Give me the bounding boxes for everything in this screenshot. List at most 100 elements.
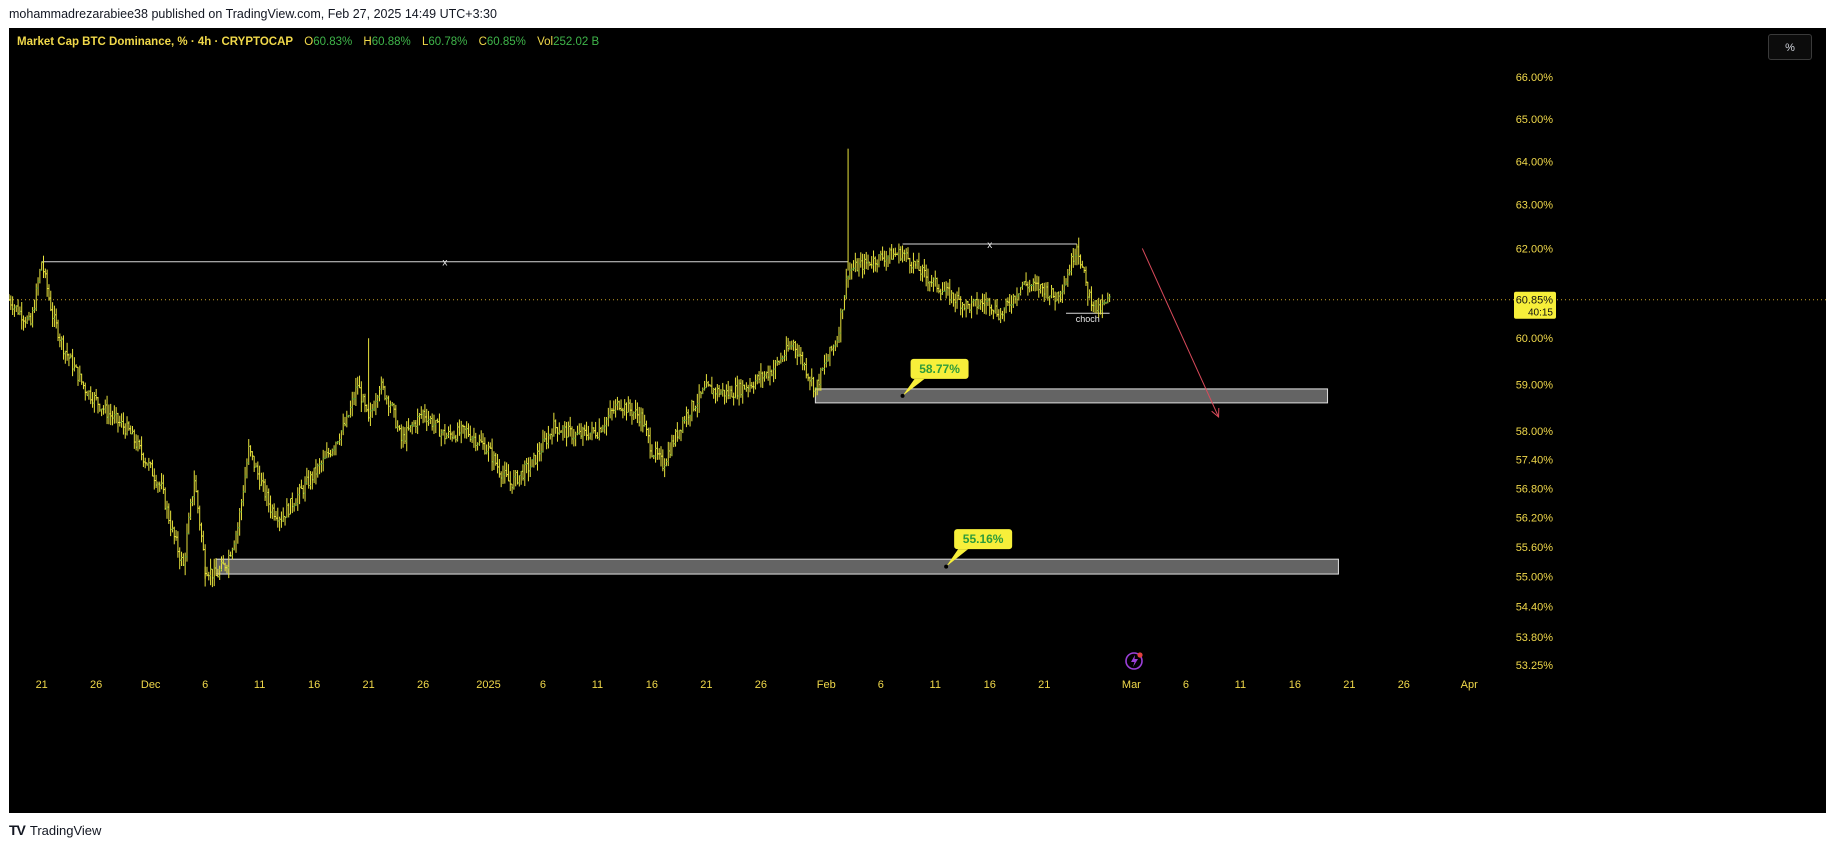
- time-tick-label: 16: [308, 679, 320, 691]
- candle: [318, 458, 321, 475]
- candle: [1095, 300, 1099, 314]
- time-tick-label: 26: [755, 679, 767, 691]
- candle: [852, 260, 855, 271]
- candle: [490, 438, 494, 471]
- time-tick-label: 11: [930, 679, 941, 691]
- candle: [963, 303, 966, 311]
- candle: [763, 371, 766, 382]
- candle: [944, 281, 948, 299]
- price-tick-label: 54.40%: [1516, 602, 1554, 614]
- candle: [447, 426, 450, 439]
- candle: [585, 421, 588, 441]
- last-price-label: 60.85%: [1516, 295, 1554, 307]
- candle: [810, 368, 813, 387]
- candle: [670, 434, 674, 457]
- candle: [429, 415, 432, 425]
- candle: [714, 387, 717, 404]
- candle: [51, 302, 54, 327]
- candle: [766, 365, 770, 381]
- zone-label-anchor: [944, 564, 949, 569]
- candle: [260, 472, 263, 487]
- lightning-icon[interactable]: [1125, 652, 1143, 670]
- time-tick-label: 16: [646, 679, 658, 691]
- candle: [434, 419, 438, 434]
- candle: [578, 423, 581, 435]
- candle: [1084, 266, 1088, 286]
- candle: [25, 315, 29, 324]
- candle: [924, 264, 928, 287]
- candle: [71, 348, 74, 377]
- candle: [351, 391, 354, 417]
- zone-label-text: 55.16%: [963, 532, 1004, 546]
- candle: [62, 335, 65, 360]
- candle: [1028, 279, 1031, 293]
- candle: [481, 433, 485, 450]
- candle: [543, 431, 546, 442]
- candle: [672, 434, 675, 448]
- candle: [630, 402, 634, 425]
- candle: [885, 250, 888, 271]
- candle: [80, 373, 83, 385]
- candle: [643, 414, 646, 427]
- candle: [801, 351, 804, 371]
- chart-frame[interactable]: x x choch 58.77% 55.16% 66.00% 65.00% 64.00% 6…: [9, 28, 1826, 813]
- candle: [22, 315, 25, 331]
- candle: [608, 400, 612, 419]
- candle: [830, 345, 833, 352]
- candle: [282, 507, 285, 522]
- candle: [685, 406, 688, 428]
- footer-brand[interactable]: TV TradingView: [9, 822, 101, 838]
- candle: [590, 421, 594, 441]
- candle: [886, 255, 890, 268]
- candle: [705, 374, 708, 389]
- zones-group: [215, 388, 1339, 575]
- candle: [76, 366, 80, 386]
- candle: [861, 253, 864, 279]
- time-tick-label: 11: [592, 679, 603, 691]
- candle: [710, 376, 714, 395]
- candle: [49, 290, 52, 312]
- candle: [598, 418, 601, 441]
- candle: [696, 393, 699, 418]
- candle: [33, 299, 36, 313]
- candle: [679, 429, 683, 442]
- candle: [249, 445, 252, 457]
- candle: [272, 503, 276, 521]
- time-tick-label: Feb: [817, 679, 836, 691]
- candle: [345, 410, 349, 428]
- candle: [1032, 278, 1035, 292]
- candle: [271, 504, 274, 519]
- candle: [975, 292, 979, 315]
- candle: [151, 459, 154, 477]
- candle: [812, 376, 815, 398]
- candle: [917, 252, 921, 271]
- candle: [607, 407, 610, 427]
- candle: [427, 410, 430, 426]
- candle: [677, 429, 681, 440]
- price-tick-label: 65.00%: [1516, 114, 1554, 126]
- candle: [314, 459, 318, 485]
- candle: [1092, 301, 1095, 313]
- candle: [73, 357, 76, 372]
- candle: [109, 403, 112, 426]
- candle: [436, 418, 439, 423]
- level-line-label: choch: [1076, 314, 1100, 324]
- candle: [178, 547, 181, 570]
- percent-scale-button[interactable]: %: [1768, 34, 1812, 60]
- candle: [828, 346, 832, 367]
- candle: [796, 343, 799, 366]
- candle: [561, 425, 565, 441]
- candle: [332, 445, 336, 456]
- candle: [932, 277, 935, 292]
- candle: [1021, 281, 1024, 290]
- candle: [312, 467, 316, 484]
- candle: [870, 256, 873, 269]
- candle: [263, 478, 267, 501]
- candle: [901, 245, 904, 263]
- candle: [247, 439, 250, 465]
- candle: [64, 350, 67, 364]
- candle: [857, 258, 861, 277]
- candle: [425, 408, 428, 432]
- footer-brand-text: TradingView: [29, 822, 102, 838]
